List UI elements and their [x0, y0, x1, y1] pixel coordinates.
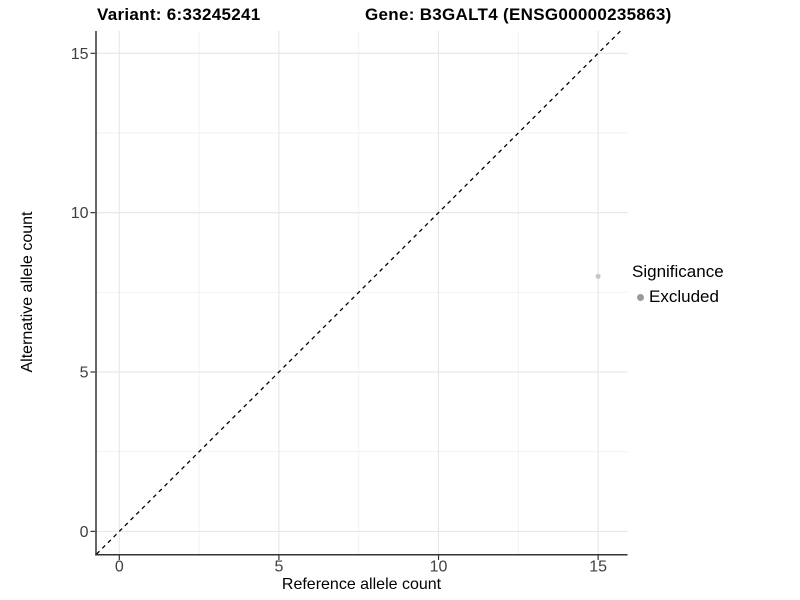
- legend-item-excluded: Excluded: [632, 287, 724, 307]
- x-tick-label: 10: [430, 559, 448, 576]
- y-tick-label: 5: [80, 365, 89, 382]
- y-axis-title: Alternative allele count: [19, 211, 36, 373]
- x-tick-label: 15: [589, 559, 607, 576]
- legend-key-dot: [637, 293, 644, 301]
- y-tick-label: 0: [80, 524, 89, 541]
- x-tick-label: 0: [115, 559, 124, 576]
- legend-item-label: Excluded: [649, 287, 719, 306]
- y-tick-label: 10: [71, 205, 89, 222]
- legend: Significance Excluded: [632, 262, 724, 307]
- data-point-excluded: [595, 273, 601, 279]
- plot-title-gene: Gene: B3GALT4 (ENSG00000235863): [365, 5, 672, 24]
- x-axis-title: Reference allele count: [281, 576, 442, 593]
- x-tick-label: 5: [274, 559, 283, 576]
- plot-title-variant: Variant: 6:33245241: [97, 5, 261, 24]
- legend-title: Significance: [632, 262, 724, 281]
- y-tick-label: 15: [71, 46, 89, 63]
- identity-reference-line: [96, 30, 621, 555]
